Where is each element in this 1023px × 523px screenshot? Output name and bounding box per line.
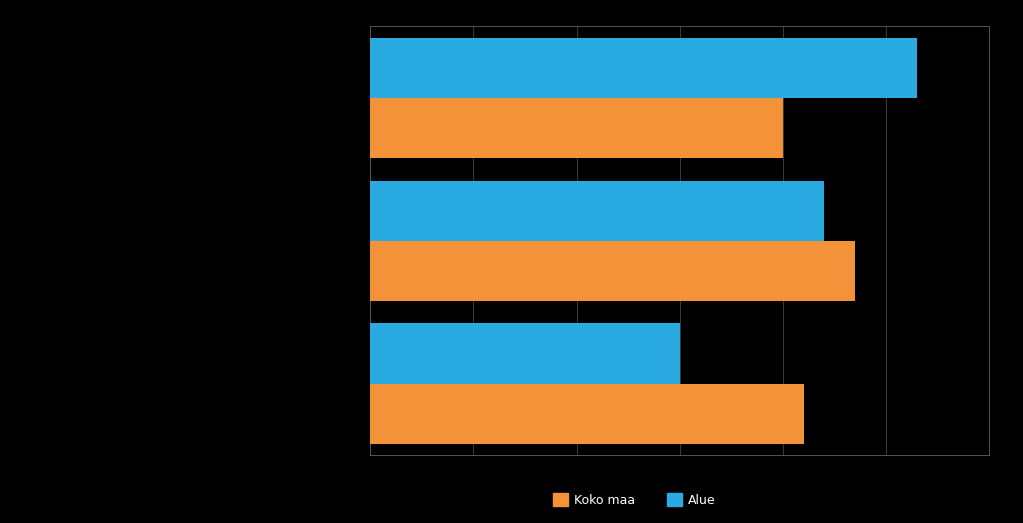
Bar	[370, 383, 803, 444]
Bar	[370, 38, 917, 98]
Bar	[370, 98, 783, 157]
Bar	[370, 324, 679, 383]
Legend: Koko maa, Alue: Koko maa, Alue	[548, 488, 720, 511]
Bar	[370, 241, 855, 301]
Bar	[370, 180, 825, 241]
